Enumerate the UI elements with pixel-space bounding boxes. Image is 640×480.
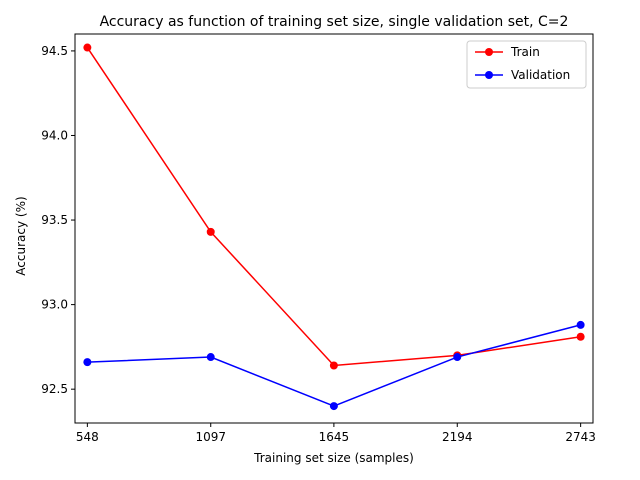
data-point-validation [453, 353, 462, 362]
legend-marker-train [485, 48, 493, 56]
data-point-validation [206, 353, 215, 362]
y-tick-label: 92.5 [41, 382, 68, 396]
x-tick-label: 1097 [195, 430, 226, 444]
x-tick-label: 2743 [565, 430, 596, 444]
data-point-validation [576, 320, 585, 329]
data-point-train [329, 361, 338, 370]
data-point-validation [83, 358, 92, 367]
x-axis-label: Training set size (samples) [253, 451, 414, 465]
data-point-train [206, 227, 215, 236]
x-tick-label: 548 [76, 430, 99, 444]
y-tick-label: 94.0 [41, 128, 68, 142]
data-point-train [83, 43, 92, 52]
chart-title: Accuracy as function of training set siz… [100, 14, 569, 30]
series-line-train [86, 47, 581, 367]
y-tick-label: 93.0 [41, 298, 68, 312]
x-tick-label: 2194 [442, 430, 473, 444]
legend: Train Validation [466, 40, 587, 89]
y-axis-label: Accuracy (%) [14, 196, 28, 275]
data-point-validation [329, 402, 338, 411]
y-tick-label: 94.5 [41, 44, 68, 58]
legend-label-validation: Validation [511, 68, 570, 82]
plot-area: 548 1097 1645 2194 2743 92.5 93.0 93.5 94.0 94.5 [41, 33, 596, 444]
legend-marker-validation [485, 71, 493, 79]
legend-label-train: Train [510, 45, 540, 59]
x-tick-label: 1645 [319, 430, 350, 444]
data-point-train [576, 332, 585, 341]
y-tick-label: 93.5 [41, 213, 68, 227]
